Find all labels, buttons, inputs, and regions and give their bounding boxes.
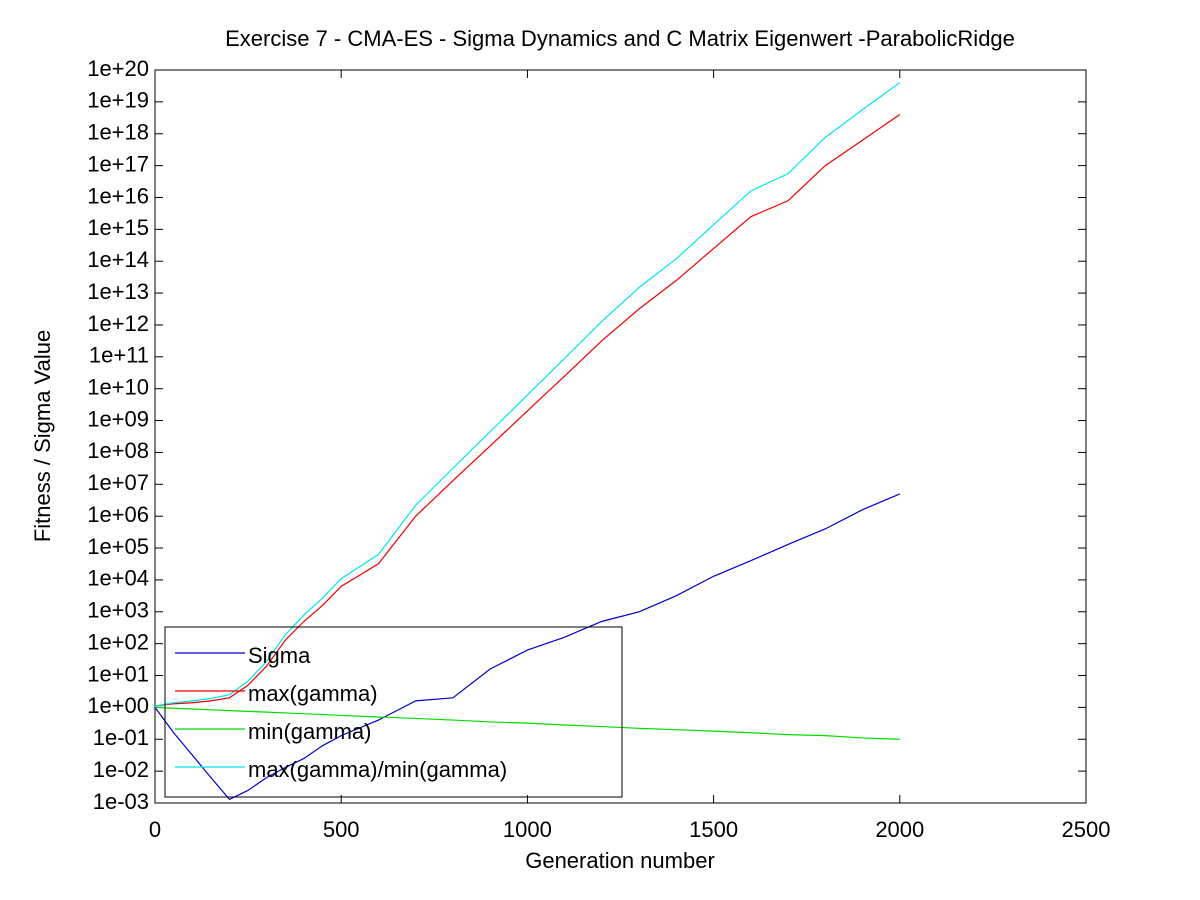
y-tick-label: 1e+09 (87, 406, 149, 431)
x-axis-label: Generation number (525, 848, 715, 873)
legend-label: min(gamma) (248, 719, 371, 744)
plot-frame (154, 69, 1087, 804)
series-line (154, 706, 900, 740)
legend-label: max(gamma)/min(gamma) (248, 757, 507, 782)
y-axis-label: Fitness / Sigma Value (30, 330, 55, 542)
y-tick-label: 1e+06 (87, 502, 149, 527)
y-tick-label: 1e+05 (87, 534, 149, 559)
legend-label: max(gamma) (248, 681, 378, 706)
y-tick-label: 1e+07 (87, 470, 149, 495)
series-line (154, 114, 901, 707)
y-tick-label: 1e+12 (87, 311, 149, 336)
y-tick-label: 1e+13 (87, 279, 149, 304)
y-tick-label: 1e+15 (87, 215, 149, 240)
series-line (154, 493, 901, 801)
y-tick-label: 1e+04 (87, 566, 149, 591)
y-tick-label: 1e+08 (87, 438, 149, 463)
x-tick-label: 0 (149, 817, 161, 842)
legend-box (164, 626, 623, 798)
x-tick-label: 1500 (689, 817, 738, 842)
x-tick-label: 2500 (1062, 817, 1111, 842)
y-tick-label: 1e+10 (87, 375, 149, 400)
y-tick-label: 1e+19 (87, 88, 149, 113)
y-tick-label: 1e+18 (87, 120, 149, 145)
y-tick-label: 1e+16 (87, 183, 149, 208)
y-tick-label: 1e+11 (89, 343, 149, 368)
y-tick-label: 1e+20 (87, 56, 149, 81)
x-tick-label: 1000 (503, 817, 552, 842)
y-tick-label: 1e+17 (87, 151, 149, 176)
y-tick-label: 1e+02 (87, 629, 149, 654)
y-tick-label: 1e-02 (93, 757, 149, 782)
y-tick-label: 1e-01 (93, 725, 149, 750)
y-tick-label: 1e+00 (87, 693, 149, 718)
y-tick-label: 1e+14 (87, 247, 149, 272)
series-line (154, 82, 901, 707)
y-tick-label: 1e+01 (87, 661, 149, 686)
legend-label: Sigma (248, 643, 311, 668)
chart-title: Exercise 7 - CMA-ES - Sigma Dynamics and… (225, 26, 1015, 51)
x-tick-label: 2000 (875, 817, 924, 842)
y-tick-label: 1e-03 (93, 789, 149, 814)
y-tick-label: 1e+03 (87, 598, 149, 623)
x-tick-label: 500 (323, 817, 360, 842)
